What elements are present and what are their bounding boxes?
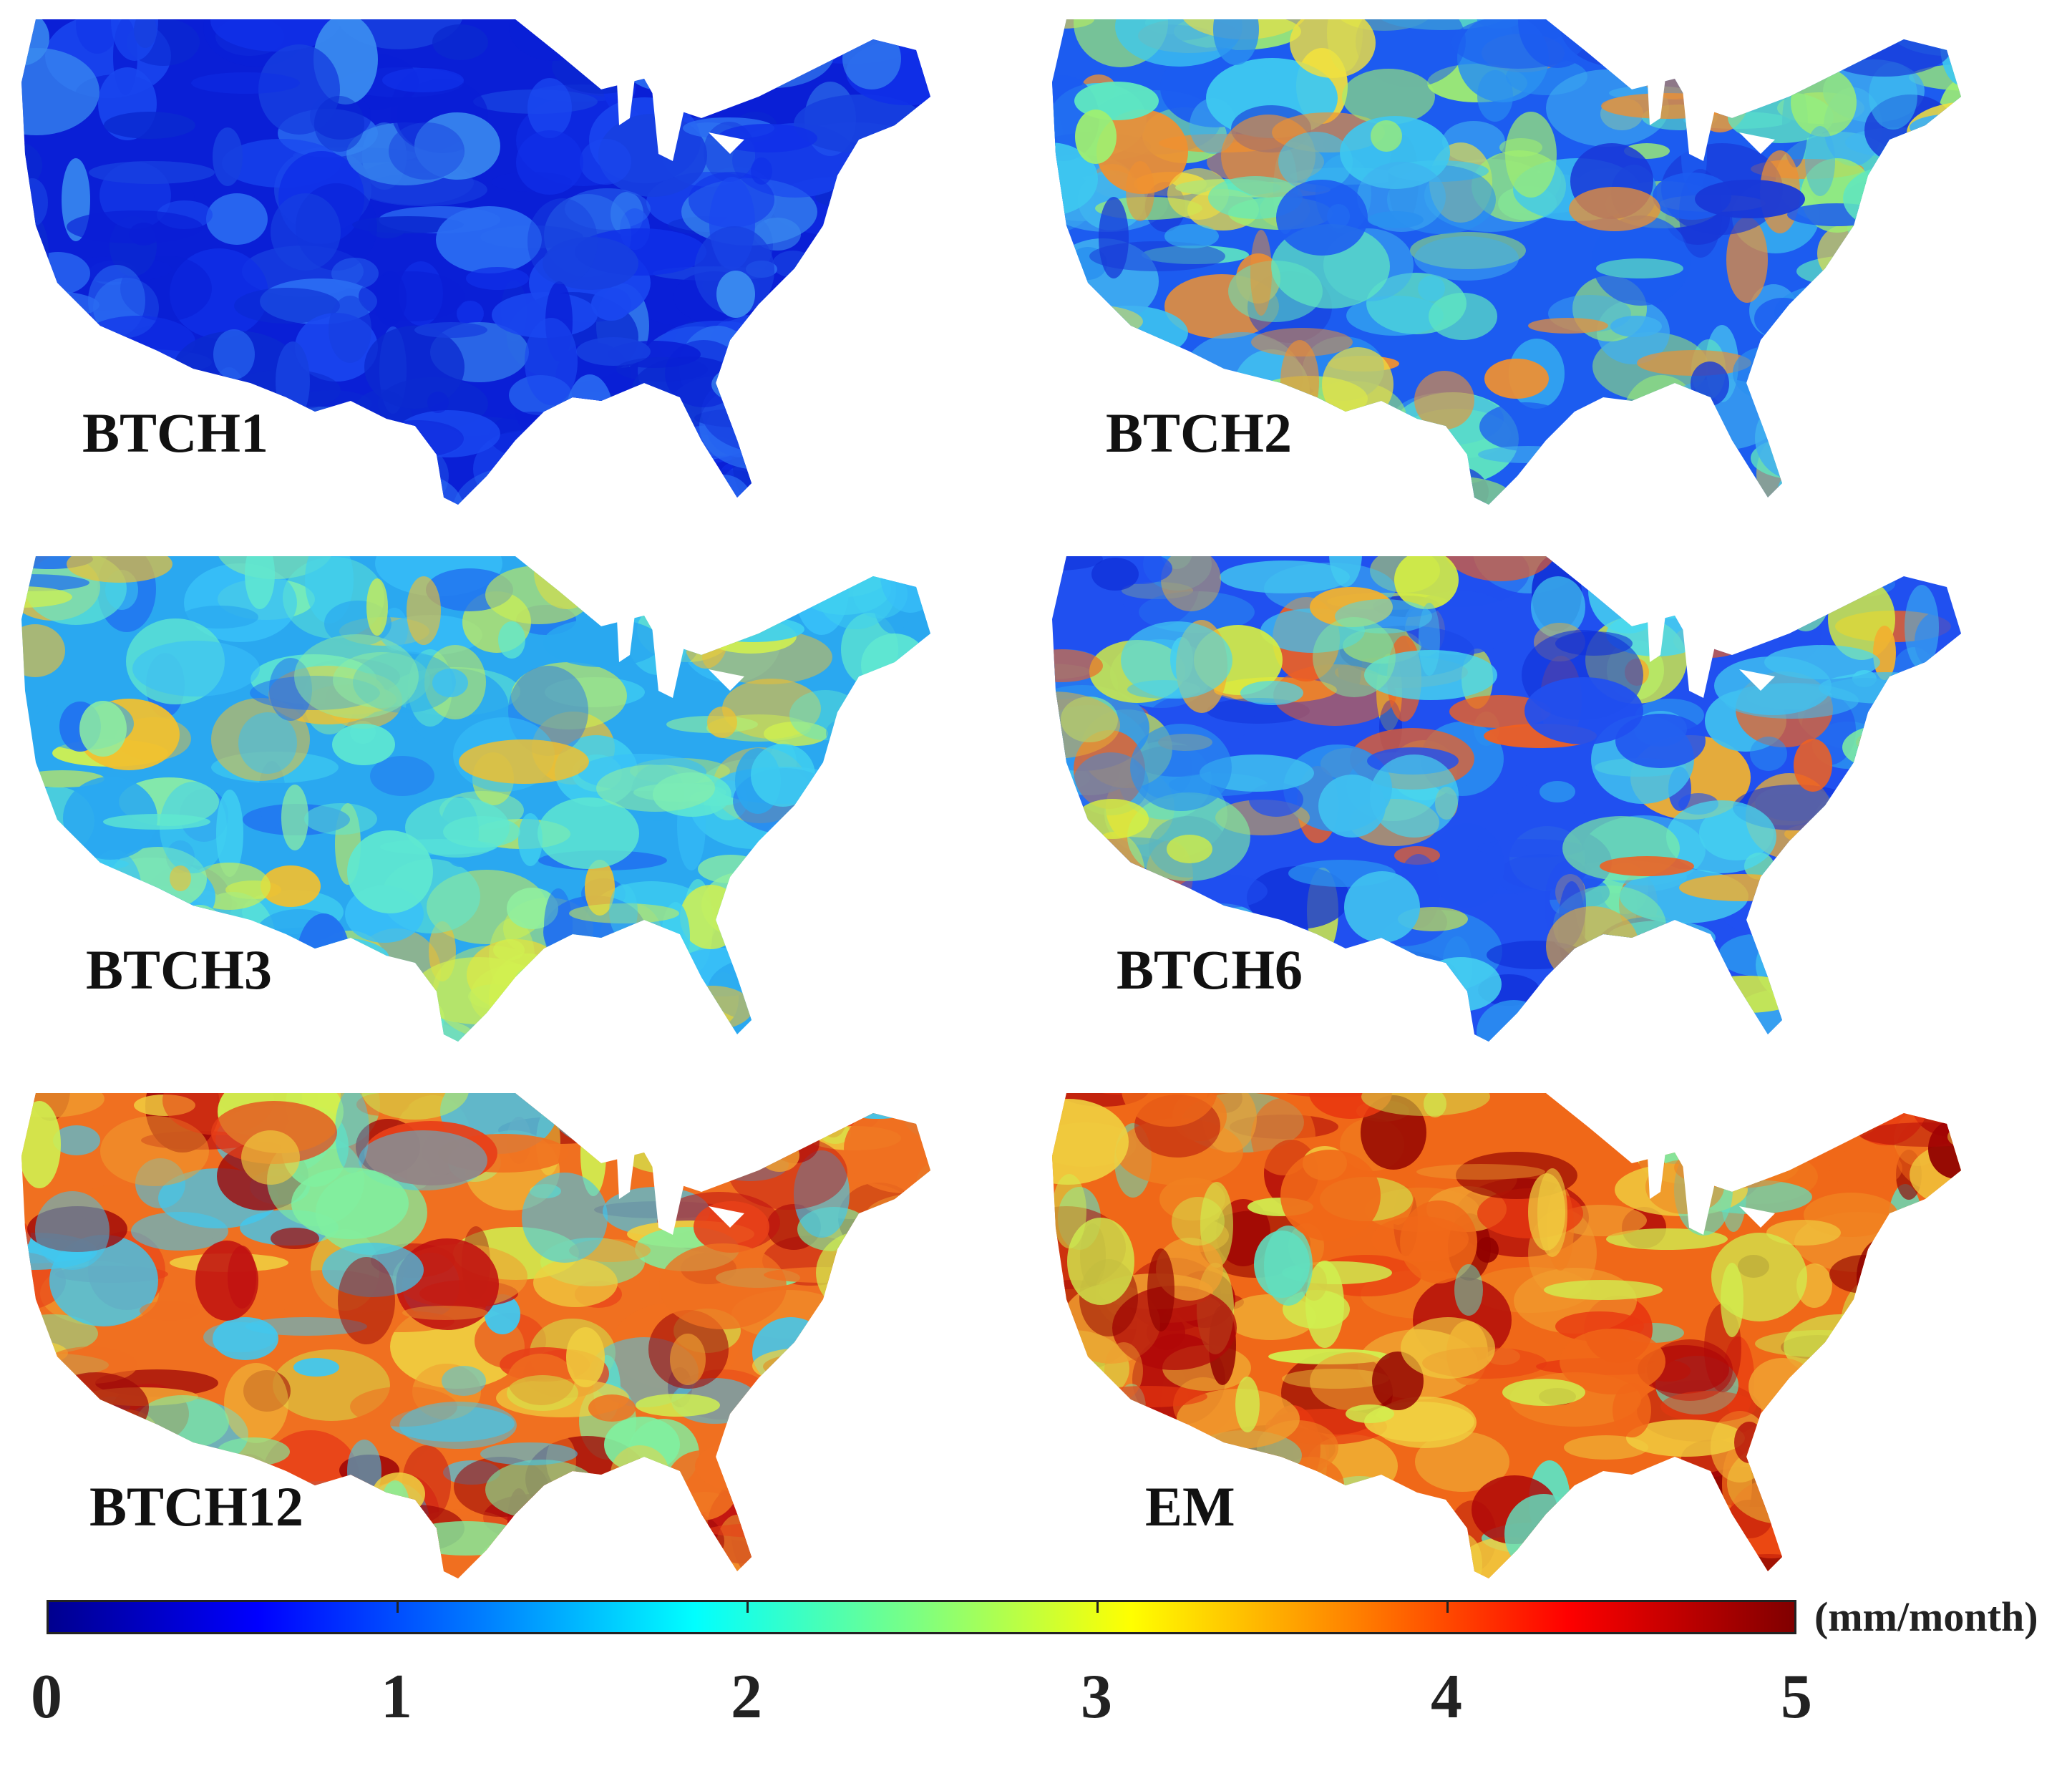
colorbar-tick-label: 0 xyxy=(31,1662,62,1732)
colorbar-tick-mark xyxy=(1096,1600,1099,1613)
panel-label-btch12: BTCH12 xyxy=(89,1475,304,1538)
colorbar-tick-mark xyxy=(1446,1600,1449,1613)
map-panel-em: EM xyxy=(1045,1084,2011,1586)
great-lakes xyxy=(1646,1127,1775,1235)
colorbar-unit-label: (mm/month) xyxy=(1814,1593,2038,1640)
colorbar-tick-mark xyxy=(746,1600,749,1613)
map-panel-btch12: BTCH12 xyxy=(14,1084,981,1586)
us-map-btch12 xyxy=(21,1093,930,1578)
great-lakes xyxy=(616,54,744,161)
colorbar-tick-label: 1 xyxy=(381,1662,412,1732)
colorbar-tick-label: 2 xyxy=(731,1662,762,1732)
panel-label-btch6: BTCH6 xyxy=(1117,938,1303,1001)
colorbar-tick-label: 4 xyxy=(1431,1662,1462,1732)
colorbar-tick-label: 5 xyxy=(1781,1662,1812,1732)
us-map-btch1 xyxy=(21,19,930,505)
panel-label-btch3: BTCH3 xyxy=(86,938,273,1001)
us-map-btch6 xyxy=(1052,556,1961,1042)
colorbar-gradient xyxy=(47,1600,1796,1634)
colorbar xyxy=(47,1600,1796,1634)
great-lakes xyxy=(1646,54,1775,161)
us-map-btch3 xyxy=(21,556,930,1042)
map-panel-btch2: BTCH2 xyxy=(1045,11,2011,512)
map-panel-btch3: BTCH3 xyxy=(14,548,981,1049)
panel-label-btch2: BTCH2 xyxy=(1106,402,1293,464)
panel-label-btch1: BTCH1 xyxy=(82,402,269,464)
great-lakes xyxy=(1646,591,1775,698)
map-panel-btch1: BTCH1 xyxy=(14,11,981,512)
panel-label-em: EM xyxy=(1145,1475,1235,1538)
us-map-em xyxy=(1052,1093,1961,1578)
map-panel-btch6: BTCH6 xyxy=(1045,548,2011,1049)
colorbar-tick-mark xyxy=(397,1600,399,1613)
us-map-btch2 xyxy=(1052,19,1961,505)
colorbar-tick-label: 3 xyxy=(1081,1662,1112,1732)
great-lakes xyxy=(616,1127,744,1235)
great-lakes xyxy=(616,591,744,698)
